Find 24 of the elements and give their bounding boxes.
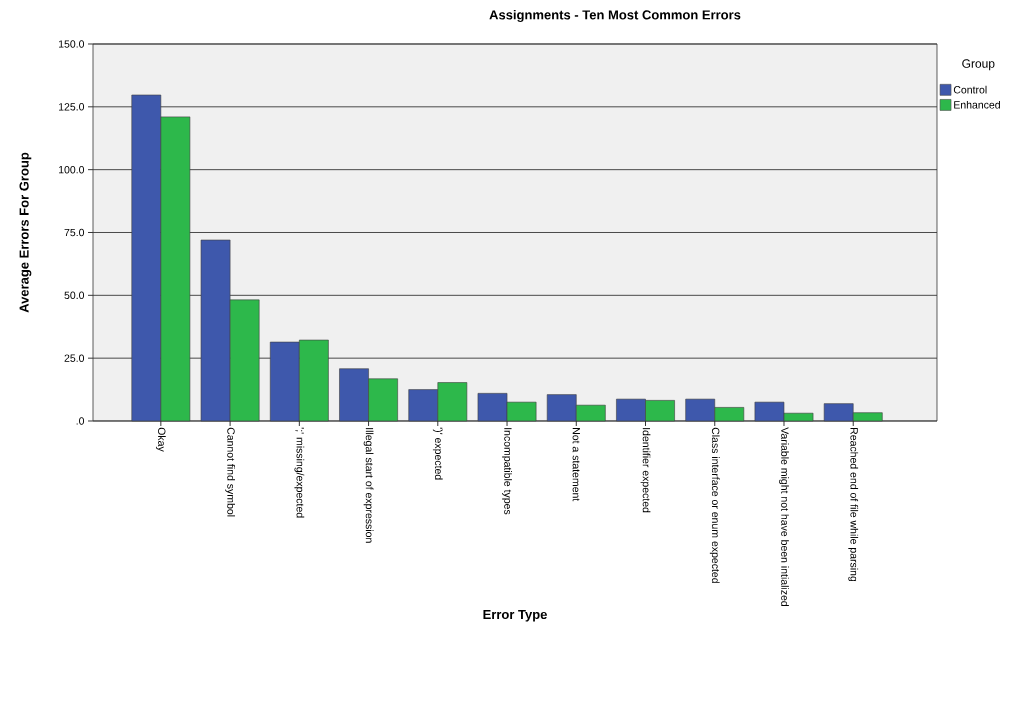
x-tick-label: Identifier expected [640, 428, 651, 513]
y-tick-label: .0 [76, 417, 85, 425]
x-tick-label: Incompatible types [502, 428, 512, 515]
y-tick-label: 100.0 [59, 165, 85, 174]
y-axis-title: Average Errors For Group [19, 152, 32, 313]
chart-title: Assignments - Ten Most Common Errors [489, 9, 741, 23]
legend-label: Control [953, 85, 987, 94]
x-tick-label: Illegal start of expression [363, 428, 374, 543]
x-tick-label: Variable might not have been intialized [779, 427, 789, 607]
y-tick-label: 50.0 [64, 291, 85, 300]
legend-label: Enhanced [954, 100, 1000, 109]
x-tick-label: Cannot find symbol [225, 427, 235, 517]
y-tick-label: 25.0 [64, 354, 85, 362]
y-tick-label: 150.0 [59, 40, 85, 48]
y-tick-label: 125.0 [59, 103, 85, 111]
x-tick-label: ')' expected [432, 427, 443, 480]
x-axis-title: Error Type [483, 609, 547, 622]
y-tick-label: 75.0 [64, 228, 85, 237]
legend-title: Group [962, 59, 995, 71]
x-tick-label: ';' missing/expected [294, 427, 305, 518]
x-tick-label: Class interface or enum expected [709, 427, 720, 583]
x-tick-label: Not a statement [572, 428, 580, 502]
x-tick-label: Okay [155, 427, 166, 452]
x-tick-label: Reached end of file while parsing [848, 428, 859, 582]
